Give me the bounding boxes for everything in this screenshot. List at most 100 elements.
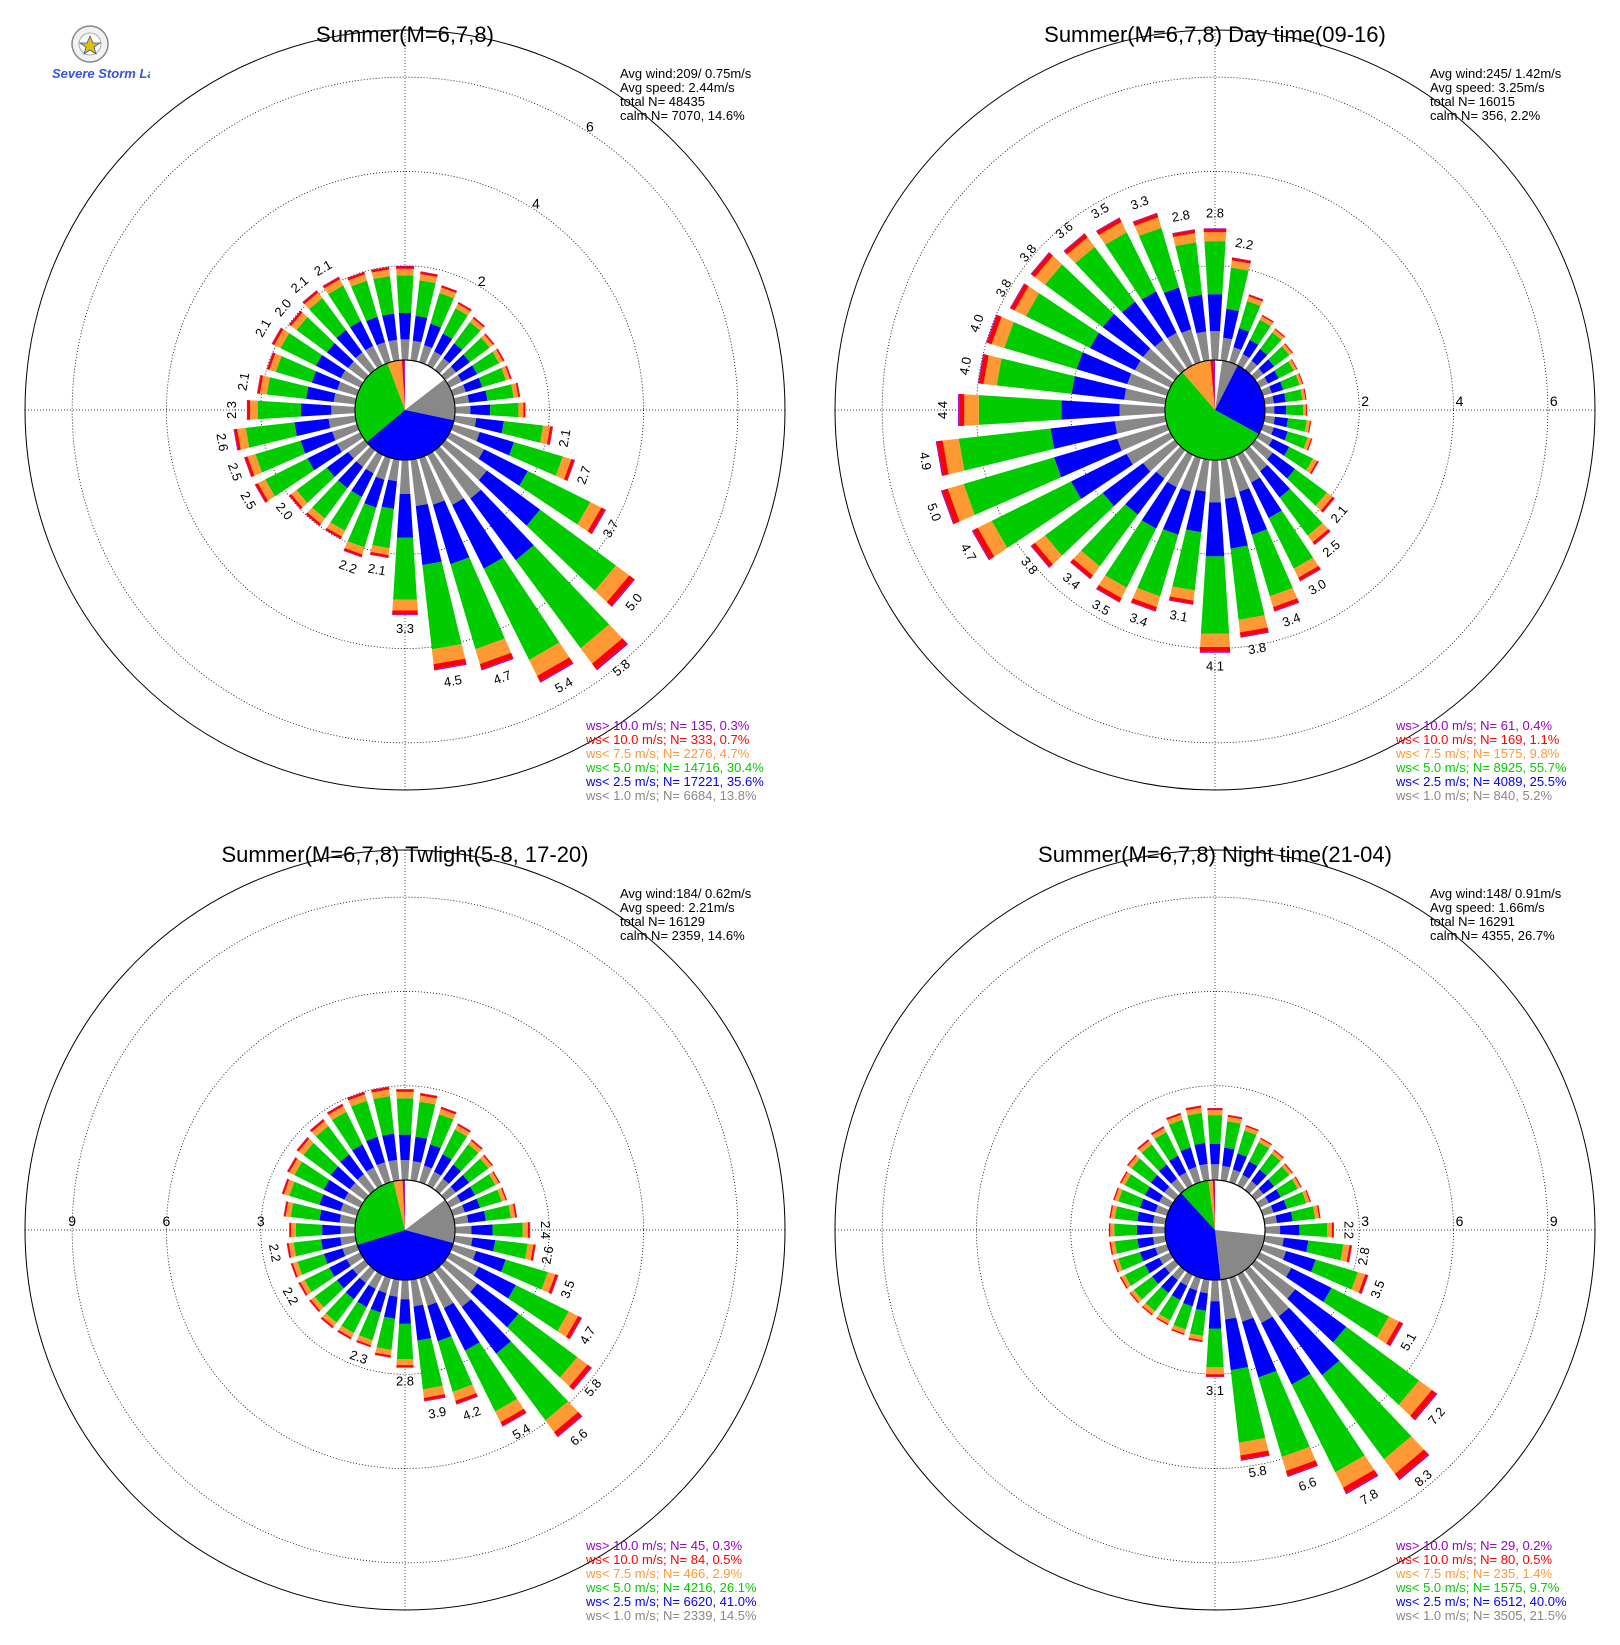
- bar-segment: [468, 390, 488, 402]
- bar-segment: [1286, 404, 1303, 415]
- bar-segment: [399, 313, 411, 339]
- bar-segment: [979, 395, 1062, 425]
- bar-segment: [493, 1240, 527, 1259]
- bar-label: 3.9: [427, 1404, 447, 1422]
- stat-line: total N= 16129: [620, 914, 705, 929]
- bar-segment: [1114, 1224, 1137, 1237]
- wind-bar-0: [396, 1089, 414, 1180]
- bar-label: 3.0: [1306, 576, 1329, 598]
- wind-bar-180: [396, 1280, 413, 1368]
- wind-bar-180: [1206, 1280, 1225, 1377]
- bar-label: 4.0: [967, 312, 987, 334]
- bar-segment: [382, 313, 397, 341]
- bar-label: 2.8: [396, 1373, 414, 1388]
- ring-label: 3: [257, 1213, 265, 1229]
- bar-segment: [1140, 1199, 1158, 1213]
- legend-entry: ws< 7.5 m/s; N= 1575, 9.8%: [1395, 746, 1560, 761]
- bar-label: 4.4: [935, 401, 950, 419]
- wind-bar-90: [455, 402, 526, 417]
- bar-segment: [1190, 1276, 1201, 1291]
- bar-label: 4.1: [1206, 659, 1224, 674]
- bar-segment: [384, 1295, 397, 1318]
- legend-entry: ws< 5.0 m/s; N= 14716, 30.4%: [585, 760, 764, 775]
- ring-label: 6: [163, 1213, 171, 1229]
- bar-segment: [397, 1324, 413, 1359]
- ring-label: 9: [68, 1213, 76, 1229]
- bar-segment: [1137, 1237, 1154, 1248]
- ring-label: 2: [478, 273, 486, 289]
- bar-segment: [1264, 396, 1274, 404]
- ring-label: 2: [1361, 393, 1369, 409]
- chart-title: Summer(M=6,7,8) Day time(09-16): [1044, 22, 1386, 47]
- bar-segment: [267, 377, 309, 399]
- bar-segment: [502, 421, 544, 443]
- bar-label: 2.6: [213, 432, 231, 452]
- legend-entry: ws> 10.0 m/s; N= 61, 0.4%: [1395, 718, 1553, 733]
- bar-segment: [455, 1226, 472, 1234]
- bar-segment: [397, 494, 413, 537]
- bar-segment: [321, 1237, 342, 1250]
- bar-segment: [399, 1299, 411, 1324]
- bar-label: 2.8: [1206, 205, 1224, 220]
- stat-line: Avg wind:148/ 0.91m/s: [1430, 886, 1562, 901]
- bar-segment: [1284, 1192, 1307, 1209]
- bar-segment: [1223, 309, 1239, 339]
- bar-segment: [1280, 1225, 1299, 1236]
- bar-segment: [1206, 1367, 1224, 1374]
- bar-segment: [247, 400, 248, 420]
- bar-segment: [331, 405, 355, 414]
- bar-segment: [1332, 1223, 1334, 1238]
- bar-label: 3.3: [1128, 193, 1150, 213]
- legend-entry: ws< 2.5 m/s; N= 6512, 40.0%: [1395, 1594, 1567, 1609]
- bar-segment: [1194, 1143, 1207, 1165]
- bar-segment: [1210, 331, 1220, 360]
- bar-label: 4.9: [917, 451, 935, 471]
- bar-segment: [1200, 634, 1230, 648]
- bar-segment: [1285, 431, 1308, 448]
- bar-segment: [493, 1223, 523, 1238]
- bar-segment: [475, 418, 504, 433]
- pie-slice: [1215, 1230, 1265, 1280]
- bar-label: 3.3: [396, 621, 414, 636]
- bar-segment: [1222, 1148, 1234, 1168]
- bar-segment: [484, 1205, 511, 1221]
- legend-entry: ws< 10.0 m/s; N= 84, 0.5%: [585, 1552, 743, 1567]
- bar-label: 6.6: [567, 1426, 590, 1449]
- bar-segment: [372, 507, 394, 549]
- bar-label: 4.7: [958, 541, 980, 564]
- legend-entry: ws> 10.0 m/s; N= 135, 0.3%: [585, 718, 750, 733]
- bar-label: 2.7: [574, 464, 594, 486]
- bar-label: 3.4: [1060, 569, 1083, 592]
- bar-segment: [319, 1210, 341, 1223]
- bar-segment: [396, 266, 414, 268]
- bar-segment: [1153, 1236, 1166, 1245]
- bar-segment: [1207, 1110, 1222, 1115]
- bar-segment: [463, 378, 482, 392]
- bar-segment: [1204, 232, 1226, 241]
- bar-segment: [958, 394, 959, 426]
- bar-segment: [1137, 1212, 1154, 1223]
- bar-segment: [1206, 1374, 1224, 1376]
- bar-segment: [392, 614, 418, 615]
- bar-segment: [290, 1223, 292, 1238]
- stat-line: Avg wind:209/ 0.75m/s: [620, 66, 752, 81]
- bar-segment: [1137, 1225, 1153, 1235]
- ring-label: 3: [1361, 1213, 1369, 1229]
- bar-segment: [1207, 1108, 1222, 1110]
- stat-line: total N= 16015: [1430, 94, 1515, 109]
- bar-segment: [388, 459, 399, 482]
- bar-segment: [1204, 228, 1227, 229]
- bar-segment: [306, 387, 335, 402]
- bar-label: 3.1: [1168, 607, 1188, 625]
- ring-label: 4: [532, 196, 540, 212]
- bar-segment: [959, 394, 964, 426]
- bar-segment: [518, 403, 523, 418]
- bar-segment: [392, 600, 417, 611]
- bar-segment: [301, 403, 331, 416]
- bar-segment: [293, 1239, 322, 1256]
- bar-segment: [401, 1280, 410, 1299]
- bar-label: 3.8: [1247, 639, 1267, 657]
